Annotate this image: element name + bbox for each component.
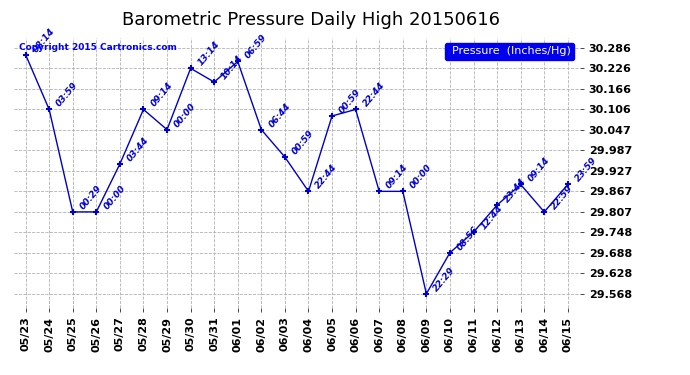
Text: 22:44: 22:44 <box>361 81 386 109</box>
Text: 08:56: 08:56 <box>455 224 481 252</box>
Legend: Pressure  (Inches/Hg): Pressure (Inches/Hg) <box>445 43 574 60</box>
Text: 00:00: 00:00 <box>172 101 198 129</box>
Text: 00:59: 00:59 <box>290 129 316 156</box>
Text: 00:00: 00:00 <box>102 183 127 211</box>
Text: 00:29: 00:29 <box>78 183 104 211</box>
Text: 09:14: 09:14 <box>526 156 551 184</box>
Text: 22:44: 22:44 <box>314 163 339 190</box>
Text: 23:44: 23:44 <box>502 177 528 204</box>
Text: 13:14: 13:14 <box>196 40 221 68</box>
Text: 09:14: 09:14 <box>149 81 175 109</box>
Text: 23:59: 23:59 <box>573 156 599 184</box>
Text: 06:59: 06:59 <box>244 33 268 61</box>
Text: 10:14: 10:14 <box>219 54 245 81</box>
Text: Copyright 2015 Cartronics.com: Copyright 2015 Cartronics.com <box>19 43 177 52</box>
Text: 12:44: 12:44 <box>479 204 504 231</box>
Text: 09:14: 09:14 <box>385 163 410 190</box>
Text: 06:44: 06:44 <box>267 101 292 129</box>
Text: 22:29: 22:29 <box>432 265 457 293</box>
Text: 03:59: 03:59 <box>55 81 80 109</box>
Text: 00:00: 00:00 <box>408 163 433 190</box>
Text: Barometric Pressure Daily High 20150616: Barometric Pressure Daily High 20150616 <box>121 11 500 29</box>
Text: 22:59: 22:59 <box>550 183 575 211</box>
Text: 08:14: 08:14 <box>31 26 57 54</box>
Text: 03:44: 03:44 <box>126 135 150 163</box>
Text: 00:59: 00:59 <box>337 87 363 115</box>
